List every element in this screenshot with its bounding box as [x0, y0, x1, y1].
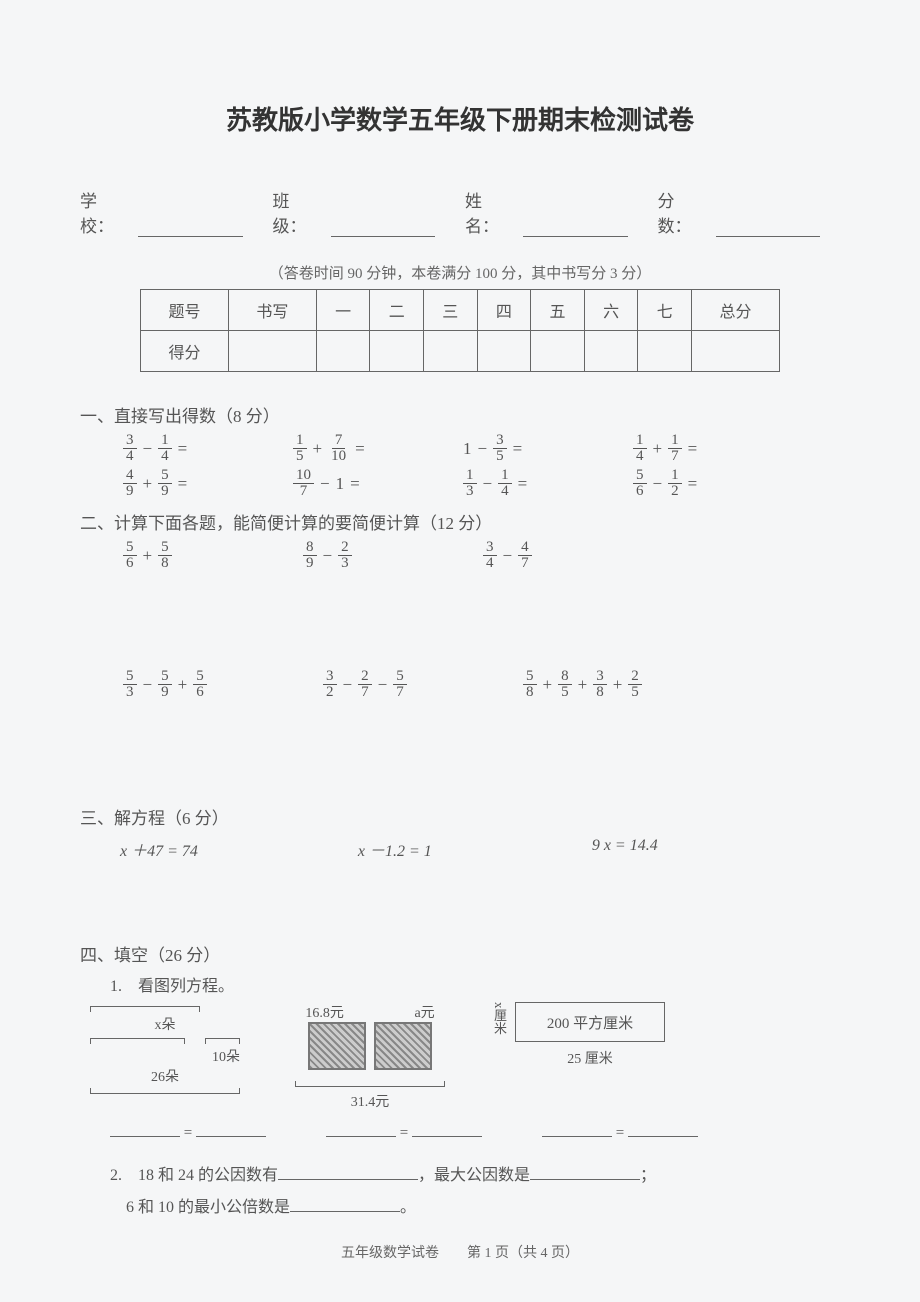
d3-bottom: 25 厘米	[515, 1048, 665, 1068]
d1-mid: 10朵	[80, 1046, 250, 1066]
blank[interactable]	[530, 1179, 640, 1180]
table-cell[interactable]	[370, 331, 424, 372]
table-cell[interactable]	[316, 331, 370, 372]
calc-item: 89−23	[300, 540, 480, 571]
table-header: 四	[477, 290, 531, 331]
diagram-3: x厘米 200 平方厘米 25 厘米	[490, 1002, 710, 1068]
label-name: 姓名：	[465, 187, 513, 237]
section-1-title: 一、直接写出得数（8 分）	[80, 402, 840, 427]
table-cell[interactable]	[638, 331, 692, 372]
calc-item: 53−59+56	[120, 669, 320, 700]
calc-item: 34−47	[480, 540, 660, 571]
d2-total: 31.4元	[270, 1091, 470, 1111]
blank-name[interactable]	[523, 187, 627, 237]
calc-item: 34−14=	[120, 433, 290, 464]
blank[interactable]	[278, 1179, 418, 1180]
section-4-title: 四、填空（26 分）	[80, 941, 840, 966]
exam-note: （答卷时间 90 分钟，本卷满分 100 分，其中书写分 3 分）	[80, 262, 840, 283]
calc-item: 13−14=	[460, 468, 630, 499]
table-header: 五	[531, 290, 585, 331]
eq-2: x －1.2 = 1	[358, 837, 432, 861]
page-title: 苏教版小学数学五年级下册期末检测试卷	[80, 100, 840, 137]
table-cell[interactable]	[228, 331, 316, 372]
d1-bot: 26朵	[80, 1066, 250, 1086]
table-header: 七	[638, 290, 692, 331]
answer-lines: = = =	[80, 1121, 840, 1142]
q4-1-label: 1. 看图列方程。	[80, 972, 840, 996]
table-header: 三	[424, 290, 478, 331]
section-3-title: 三、解方程（6 分）	[80, 804, 840, 829]
calc-item: 56+58	[120, 540, 300, 571]
table-header: 总分	[692, 290, 780, 331]
eq-1: x ＋47 = 74	[120, 837, 198, 861]
ans-blank[interactable]	[542, 1121, 612, 1137]
table-cell[interactable]	[477, 331, 531, 372]
table-cell[interactable]	[584, 331, 638, 372]
table-header: 书写	[228, 290, 316, 331]
equations-row: x ＋47 = 74 x －1.2 = 1 9 x = 14.4	[80, 837, 840, 861]
calc-item: 58+85+38+25	[520, 669, 720, 700]
diagram-2: 16.8元 a元 31.4元	[270, 1002, 470, 1111]
calc-item: 107−1=	[290, 468, 460, 499]
table-cell[interactable]	[424, 331, 478, 372]
ans-blank[interactable]	[628, 1121, 698, 1137]
section-2-title: 二、计算下面各题，能简便计算的要简便计算（12 分）	[80, 509, 840, 534]
table-header: 一	[316, 290, 370, 331]
d2-price1: 16.8元	[305, 1002, 344, 1022]
calc-item: 15+710=	[290, 433, 460, 464]
score-table: 题号书写一二三四五六七总分 得分	[140, 289, 780, 372]
stamp-icon	[308, 1022, 366, 1070]
blank-school[interactable]	[138, 187, 242, 237]
d1-top: x朵	[80, 1014, 250, 1034]
label-class: 班级：	[273, 187, 321, 237]
page-footer: 五年级数学试卷 第 1 页（共 4 页）	[80, 1242, 840, 1262]
calc-item: 1−35=	[460, 433, 630, 464]
calc-item: 32−27−57	[320, 669, 520, 700]
table-header: 二	[370, 290, 424, 331]
label-school: 学校：	[80, 187, 128, 237]
table-row-label: 得分	[141, 331, 229, 372]
table-header: 六	[584, 290, 638, 331]
ans-blank[interactable]	[110, 1121, 180, 1137]
blank-class[interactable]	[331, 187, 435, 237]
ans-blank[interactable]	[326, 1121, 396, 1137]
calc-item: 14+17=	[630, 433, 800, 464]
d3-rect: 200 平方厘米	[515, 1002, 665, 1042]
calc-item: 49+59=	[120, 468, 290, 499]
diagram-1: x朵 10朵 26朵	[80, 1002, 250, 1098]
calc-item: 56−12=	[630, 468, 800, 499]
info-line: 学校： 班级： 姓名： 分数：	[80, 187, 840, 237]
table-cell[interactable]	[692, 331, 780, 372]
label-score: 分数：	[658, 187, 706, 237]
blank-score[interactable]	[716, 187, 820, 237]
d2-price2: a元	[414, 1002, 434, 1022]
q4-diagrams: x朵 10朵 26朵 16.8元 a元 31.4元 x厘米 200 平方厘米 2…	[80, 1002, 840, 1111]
stamp-icon	[374, 1022, 432, 1070]
table-cell[interactable]	[531, 331, 585, 372]
q4-2: 2. 18 和 24 的公因数有，最大公因数是； 6 和 10 的最小公倍数是。	[80, 1160, 840, 1224]
d3-side: x厘米	[490, 1002, 509, 1035]
ans-blank[interactable]	[412, 1121, 482, 1137]
eq-3: 9 x = 14.4	[592, 837, 658, 861]
ans-blank[interactable]	[196, 1121, 266, 1137]
table-header: 题号	[141, 290, 229, 331]
blank[interactable]	[290, 1211, 400, 1212]
